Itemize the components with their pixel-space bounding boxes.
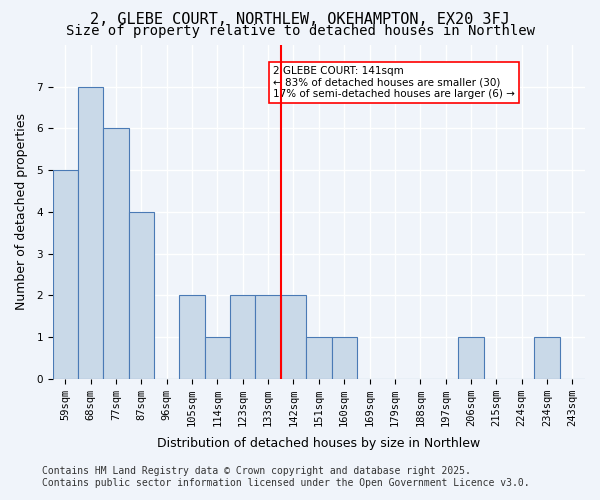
X-axis label: Distribution of detached houses by size in Northlew: Distribution of detached houses by size … xyxy=(157,437,481,450)
Bar xyxy=(205,337,230,378)
Bar xyxy=(129,212,154,378)
Y-axis label: Number of detached properties: Number of detached properties xyxy=(15,114,28,310)
Bar xyxy=(332,337,357,378)
Bar xyxy=(281,295,306,378)
Bar xyxy=(179,295,205,378)
Bar xyxy=(535,337,560,378)
Bar xyxy=(230,295,256,378)
Bar xyxy=(53,170,78,378)
Text: 2 GLEBE COURT: 141sqm
← 83% of detached houses are smaller (30)
17% of semi-deta: 2 GLEBE COURT: 141sqm ← 83% of detached … xyxy=(273,66,515,99)
Text: Contains HM Land Registry data © Crown copyright and database right 2025.
Contai: Contains HM Land Registry data © Crown c… xyxy=(42,466,530,487)
Bar xyxy=(103,128,129,378)
Text: Size of property relative to detached houses in Northlew: Size of property relative to detached ho… xyxy=(65,24,535,38)
Bar xyxy=(458,337,484,378)
Bar xyxy=(78,86,103,379)
Bar xyxy=(306,337,332,378)
Text: 2, GLEBE COURT, NORTHLEW, OKEHAMPTON, EX20 3FJ: 2, GLEBE COURT, NORTHLEW, OKEHAMPTON, EX… xyxy=(90,12,510,28)
Bar xyxy=(256,295,281,378)
